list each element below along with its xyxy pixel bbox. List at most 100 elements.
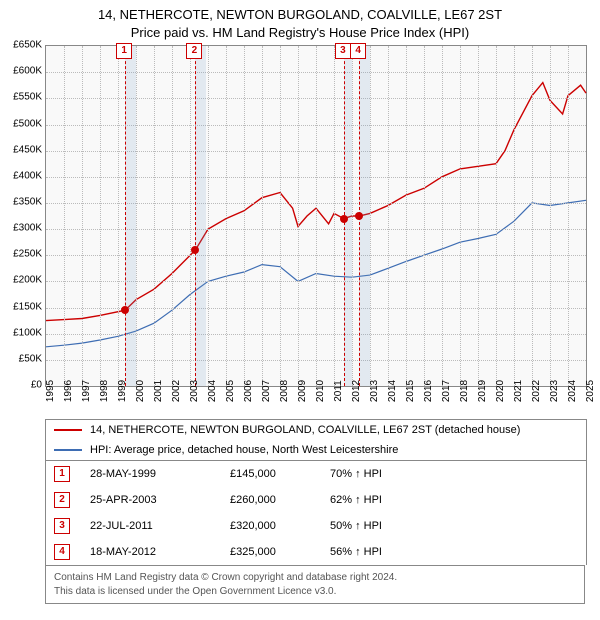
gridline-vertical [388, 46, 389, 386]
gridline-vertical [298, 46, 299, 386]
footer-line-1: Contains HM Land Registry data © Crown c… [54, 571, 576, 585]
legend-label: 14, NETHERCOTE, NEWTON BURGOLAND, COALVI… [90, 424, 520, 436]
gridline-vertical [550, 46, 551, 386]
xtick-label: 2024 [567, 380, 578, 402]
event-date: 28-MAY-1999 [90, 468, 230, 480]
xtick-label: 2013 [369, 380, 380, 402]
gridline-vertical [496, 46, 497, 386]
xtick-label: 2009 [297, 380, 308, 402]
gridline-vertical [334, 46, 335, 386]
xtick-label: 2018 [459, 380, 470, 402]
marker-box: 1 [116, 43, 132, 59]
event-price: £260,000 [230, 494, 330, 506]
gridline-vertical [226, 46, 227, 386]
xtick-label: 2020 [495, 380, 506, 402]
legend-row: 14, NETHERCOTE, NEWTON BURGOLAND, COALVI… [46, 420, 586, 440]
marker-box: 4 [350, 43, 366, 59]
marker-box: 2 [186, 43, 202, 59]
xtick-label: 2017 [441, 380, 452, 402]
event-row: 128-MAY-1999£145,00070% ↑ HPI [46, 461, 586, 487]
marker-dashed-line [195, 46, 196, 386]
event-date: 25-APR-2003 [90, 494, 230, 506]
gridline-vertical [370, 46, 371, 386]
gridline-vertical [190, 46, 191, 386]
event-number-box: 4 [54, 544, 70, 560]
ytick-label: £200K [13, 275, 42, 286]
legend-swatch [54, 449, 82, 451]
ytick-label: £600K [13, 66, 42, 77]
xtick-label: 2001 [153, 380, 164, 402]
gridline-vertical [244, 46, 245, 386]
chart-container: 14, NETHERCOTE, NEWTON BURGOLAND, COALVI… [0, 0, 600, 604]
legend: 14, NETHERCOTE, NEWTON BURGOLAND, COALVI… [45, 419, 587, 460]
footer-note: Contains HM Land Registry data © Crown c… [45, 565, 585, 604]
xtick-label: 2004 [207, 380, 218, 402]
event-hpi: 70% ↑ HPI [330, 468, 578, 480]
gridline-vertical [82, 46, 83, 386]
ytick-label: £100K [13, 327, 42, 338]
ytick-label: £250K [13, 249, 42, 260]
xtick-label: 2016 [423, 380, 434, 402]
legend-row: HPI: Average price, detached house, Nort… [46, 440, 586, 460]
xtick-label: 1995 [45, 380, 56, 402]
event-row: 322-JUL-2011£320,00050% ↑ HPI [46, 513, 586, 539]
xtick-label: 2015 [405, 380, 416, 402]
gridline-vertical [100, 46, 101, 386]
marker-dot [355, 212, 363, 220]
xtick-label: 2006 [243, 380, 254, 402]
gridline-vertical [280, 46, 281, 386]
gridline-vertical [262, 46, 263, 386]
ytick-label: £400K [13, 170, 42, 181]
gridline-vertical [136, 46, 137, 386]
gridline-vertical [406, 46, 407, 386]
xtick-label: 2005 [225, 380, 236, 402]
xtick-label: 2019 [477, 380, 488, 402]
title-line-1: 14, NETHERCOTE, NEWTON BURGOLAND, COALVI… [0, 6, 600, 24]
xtick-label: 1997 [81, 380, 92, 402]
marker-box: 3 [335, 43, 351, 59]
xtick-label: 2014 [387, 380, 398, 402]
gridline-vertical [154, 46, 155, 386]
gridline-vertical [64, 46, 65, 386]
marker-dot [191, 246, 199, 254]
gridline-vertical [460, 46, 461, 386]
xtick-label: 1999 [117, 380, 128, 402]
legend-label: HPI: Average price, detached house, Nort… [90, 444, 398, 456]
plot-area [45, 45, 587, 387]
event-price: £325,000 [230, 546, 330, 558]
ytick-label: £150K [13, 301, 42, 312]
event-hpi: 62% ↑ HPI [330, 494, 578, 506]
marker-band [195, 46, 206, 386]
xtick-label: 2021 [513, 380, 524, 402]
gridline-vertical [172, 46, 173, 386]
xtick-label: 1998 [99, 380, 110, 402]
xtick-label: 2002 [171, 380, 182, 402]
xtick-label: 2025 [585, 380, 596, 402]
marker-band [125, 46, 136, 386]
ytick-label: £0 [31, 380, 42, 391]
ytick-label: £650K [13, 40, 42, 51]
event-number-box: 2 [54, 492, 70, 508]
gridline-vertical [352, 46, 353, 386]
event-date: 22-JUL-2011 [90, 520, 230, 532]
marker-dashed-line [125, 46, 126, 386]
xtick-label: 2022 [531, 380, 542, 402]
title-block: 14, NETHERCOTE, NEWTON BURGOLAND, COALVI… [0, 0, 600, 45]
legend-swatch [54, 429, 82, 431]
footer-line-2: This data is licensed under the Open Gov… [54, 585, 576, 599]
ytick-label: £550K [13, 92, 42, 103]
gridline-vertical [532, 46, 533, 386]
event-date: 18-MAY-2012 [90, 546, 230, 558]
xtick-label: 1996 [63, 380, 74, 402]
gridline-vertical [118, 46, 119, 386]
gridline-vertical [568, 46, 569, 386]
xtick-label: 2012 [351, 380, 362, 402]
xtick-label: 2000 [135, 380, 146, 402]
gridline-vertical [478, 46, 479, 386]
ytick-label: £500K [13, 118, 42, 129]
event-hpi: 56% ↑ HPI [330, 546, 578, 558]
event-price: £320,000 [230, 520, 330, 532]
gridline-vertical [424, 46, 425, 386]
xtick-label: 2011 [333, 380, 344, 402]
event-row: 2 25-APR-2003£260,00062% ↑ HPI [46, 487, 586, 513]
